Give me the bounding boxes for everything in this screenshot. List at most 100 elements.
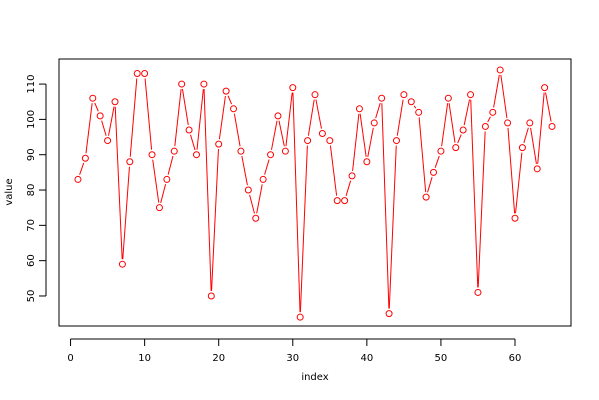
connector	[359, 113, 367, 157]
connector	[233, 113, 241, 147]
point	[526, 119, 534, 127]
point	[467, 91, 475, 99]
point	[192, 151, 200, 159]
point	[496, 66, 504, 74]
y-tick-label: 90	[26, 148, 37, 161]
point	[89, 94, 97, 102]
connector	[264, 159, 270, 175]
connector	[487, 116, 491, 123]
y-tick-label: 50	[26, 290, 37, 303]
connector	[292, 92, 301, 313]
y-axis-label: value	[4, 178, 15, 205]
point	[289, 84, 297, 92]
connector	[434, 155, 440, 168]
connector	[375, 102, 381, 119]
point	[244, 186, 252, 194]
point	[230, 105, 238, 113]
point	[141, 69, 149, 77]
point	[437, 147, 445, 155]
point	[385, 310, 393, 318]
connector	[418, 117, 427, 193]
connector	[227, 95, 233, 105]
connector	[101, 120, 107, 136]
point	[207, 292, 215, 300]
point	[430, 168, 438, 176]
y-tick-label: 60	[26, 254, 37, 267]
connector	[299, 145, 308, 313]
point	[355, 105, 363, 113]
connector	[537, 92, 545, 164]
x-axis-label: index	[301, 372, 328, 383]
point	[363, 158, 371, 166]
point	[222, 87, 230, 95]
point	[96, 112, 104, 120]
connector	[144, 78, 153, 150]
point	[133, 69, 141, 77]
x-tick-label: 10	[138, 353, 151, 364]
point	[459, 126, 467, 134]
connector	[79, 162, 85, 175]
connector	[352, 113, 360, 171]
connector	[278, 120, 285, 147]
point	[111, 98, 119, 106]
point	[259, 175, 267, 183]
point	[267, 151, 275, 159]
point	[533, 165, 541, 173]
connector	[85, 103, 93, 154]
connector	[448, 103, 456, 143]
connector	[441, 103, 449, 147]
connector	[285, 92, 293, 147]
connector	[218, 96, 226, 140]
point	[511, 214, 519, 222]
connector	[94, 102, 99, 112]
connector	[477, 131, 486, 288]
connector	[413, 105, 417, 109]
x-tick-label: 40	[360, 353, 373, 364]
connector	[493, 74, 500, 108]
x-tick-label: 60	[509, 353, 522, 364]
point	[104, 137, 112, 145]
connector	[241, 155, 248, 186]
x-tick-label: 50	[435, 353, 448, 364]
point	[444, 94, 452, 102]
point	[400, 91, 408, 99]
point	[155, 204, 163, 212]
point	[274, 112, 282, 120]
point	[237, 147, 245, 155]
point	[548, 122, 556, 130]
connector	[381, 103, 390, 309]
point	[481, 122, 489, 130]
point	[170, 147, 178, 155]
connector	[122, 166, 130, 260]
point	[304, 137, 312, 145]
connector	[507, 127, 516, 214]
point	[178, 80, 186, 88]
connector	[470, 99, 479, 288]
connector	[396, 99, 404, 136]
point	[318, 130, 326, 138]
point	[333, 197, 341, 205]
point	[281, 147, 289, 155]
point	[126, 158, 134, 166]
point	[518, 144, 526, 152]
x-tick-label: 20	[212, 353, 225, 364]
y-tick-label: 100	[26, 110, 37, 129]
connector	[129, 78, 138, 157]
connector	[515, 152, 523, 214]
point	[200, 80, 208, 88]
x-tick-label: 0	[67, 353, 73, 364]
point	[74, 175, 82, 183]
connector	[167, 155, 174, 175]
connector	[211, 149, 219, 292]
connector	[256, 184, 263, 214]
connector	[249, 194, 255, 214]
connector	[160, 184, 167, 203]
point	[378, 94, 386, 102]
connector	[367, 127, 374, 157]
point	[452, 144, 460, 152]
connector	[307, 99, 315, 136]
point	[504, 119, 512, 127]
connector	[152, 159, 160, 203]
